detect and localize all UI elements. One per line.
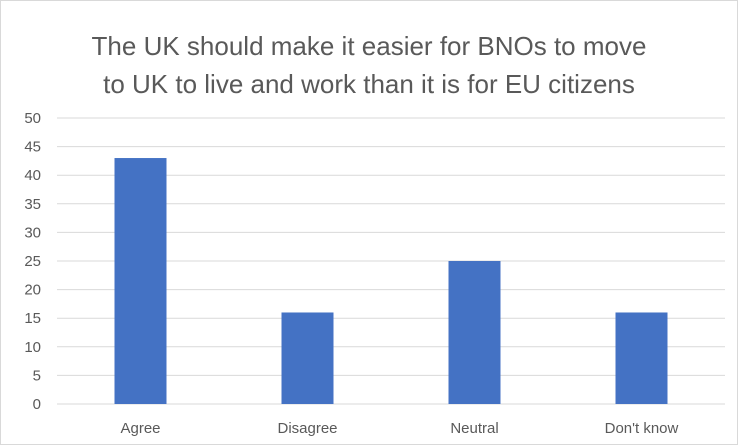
y-tick-label-40: 40 bbox=[24, 167, 41, 184]
y-tick-label-5: 5 bbox=[33, 367, 41, 384]
y-tick-label-10: 10 bbox=[24, 339, 41, 356]
bar-neutral bbox=[448, 261, 501, 404]
chart-title: The UK should make it easier for BNOs to… bbox=[1, 27, 737, 103]
x-tick-label-agree: Agree bbox=[120, 420, 160, 437]
y-tick-label-35: 35 bbox=[24, 196, 41, 213]
bar-disagree bbox=[281, 312, 334, 404]
bar-don-t-know bbox=[615, 312, 668, 404]
bar-agree bbox=[114, 158, 167, 404]
x-tick-label-don-t-know: Don't know bbox=[605, 420, 679, 437]
y-tick-label-25: 25 bbox=[24, 253, 41, 270]
chart-title-line-2: to UK to live and work than it is for EU… bbox=[103, 69, 635, 99]
x-tick-label-neutral: Neutral bbox=[450, 420, 498, 437]
chart-title-line-1: The UK should make it easier for BNOs to… bbox=[91, 31, 647, 61]
y-tick-label-50: 50 bbox=[24, 110, 41, 127]
y-tick-label-45: 45 bbox=[24, 139, 41, 156]
y-tick-label-20: 20 bbox=[24, 282, 41, 299]
y-tick-label-0: 0 bbox=[33, 396, 41, 413]
x-tick-label-disagree: Disagree bbox=[277, 420, 337, 437]
y-tick-label-30: 30 bbox=[24, 224, 41, 241]
y-tick-label-15: 15 bbox=[24, 310, 41, 327]
